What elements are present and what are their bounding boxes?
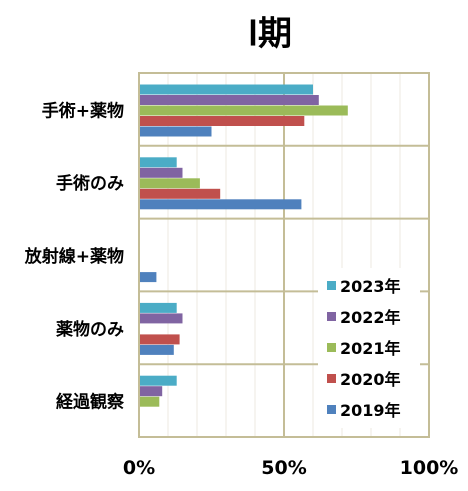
category-label: 手術のみ — [56, 173, 124, 194]
legend-swatch — [327, 312, 336, 321]
legend-swatch — [327, 281, 336, 290]
bar-2020年-手術のみ — [139, 188, 221, 199]
bar-2020年-手術+薬物 — [139, 116, 305, 126]
bar-2022年-手術のみ — [139, 167, 183, 178]
bar-2023年-薬物のみ — [139, 302, 177, 313]
bar-2020年-薬物のみ — [139, 334, 180, 345]
bar-2022年-手術+薬物 — [139, 95, 319, 105]
bar-2023年-経過観察 — [139, 375, 177, 386]
legend: 2023年 2022年 2021年 2020年 2019年 — [318, 268, 420, 428]
bar-2019年-放射線+薬物 — [139, 272, 157, 283]
legend-swatch — [327, 374, 336, 383]
bar-2023年-手術のみ — [139, 157, 177, 168]
bar-2021年-経過観察 — [139, 396, 160, 407]
legend-label: 2021年 — [340, 339, 401, 358]
legend-label: 2023年 — [340, 277, 401, 296]
bar-2019年-手術のみ — [139, 199, 302, 210]
legend-label: 2019年 — [340, 401, 401, 420]
legend-swatch — [327, 343, 336, 352]
x-tick-label: 100% — [400, 457, 459, 479]
plot-area-border — [138, 72, 430, 438]
category-label: 手術+薬物 — [42, 100, 124, 121]
bar-2022年-薬物のみ — [139, 313, 183, 324]
bar-2021年-手術+薬物 — [139, 105, 348, 116]
legend-label: 2022年 — [340, 308, 401, 327]
chart-title: Ⅰ期 — [248, 14, 292, 54]
x-tick-label: 50% — [261, 457, 306, 479]
category-label: 経過観察 — [56, 392, 125, 413]
bar-2023年-手術+薬物 — [139, 84, 313, 95]
x-tick-label: 0% — [123, 457, 155, 479]
legend-label: 2020年 — [340, 370, 401, 389]
x-tick-labels: 0% 50% 100% — [123, 457, 458, 479]
bar-2022年-経過観察 — [139, 386, 163, 397]
bar-2021年-手術のみ — [139, 178, 200, 189]
legend-swatch — [327, 405, 336, 414]
bar-2019年-薬物のみ — [139, 344, 174, 355]
category-label: 放射線+薬物 — [24, 246, 124, 267]
bar-2019年-手術+薬物 — [139, 126, 212, 137]
bars — [139, 84, 348, 407]
category-label: 薬物のみ — [56, 319, 124, 340]
